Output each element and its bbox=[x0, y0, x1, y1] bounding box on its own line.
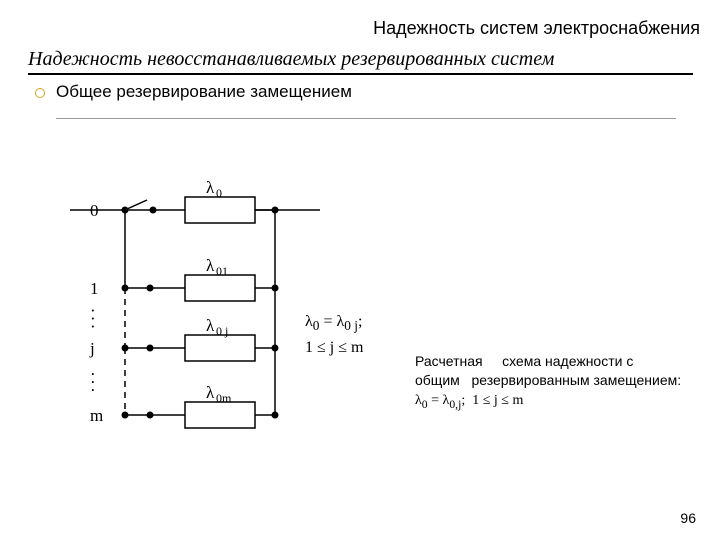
svg-text:j: j bbox=[89, 339, 95, 358]
equation-block: λ0 = λ0 j; 1 ≤ j ≤ m bbox=[305, 310, 363, 360]
svg-text:0: 0 bbox=[216, 186, 222, 200]
page-number: 96 bbox=[680, 510, 696, 526]
eq-cond: 1 ≤ j ≤ m bbox=[305, 336, 363, 360]
header-title: Надежность систем электроснабжения bbox=[373, 18, 700, 39]
reliability-schematic: λ00λ011λ0 jj···λ0mm··· bbox=[70, 160, 320, 470]
svg-text:1: 1 bbox=[90, 279, 99, 298]
bullet-icon bbox=[35, 88, 45, 98]
svg-text:λ: λ bbox=[206, 256, 215, 275]
svg-text:λ: λ bbox=[206, 316, 215, 335]
svg-text:01: 01 bbox=[216, 264, 228, 278]
svg-text:0 j: 0 j bbox=[216, 324, 228, 338]
subtitle-italic: Надежность невосстанавливаемых резервиро… bbox=[28, 48, 693, 75]
svg-text:λ: λ bbox=[206, 383, 215, 402]
section-label: Общее резервирование замещением bbox=[56, 82, 352, 102]
caption-text: Расчетная схема надежности с общим резер… bbox=[415, 352, 695, 412]
svg-text:λ: λ bbox=[206, 178, 215, 197]
divider bbox=[56, 118, 676, 119]
svg-text:·: · bbox=[90, 317, 96, 336]
svg-text:0m: 0m bbox=[216, 391, 232, 405]
svg-text:m: m bbox=[90, 406, 103, 425]
eq-lhs: λ bbox=[305, 313, 313, 330]
svg-text:·: · bbox=[90, 381, 96, 400]
svg-text:0: 0 bbox=[90, 201, 99, 220]
